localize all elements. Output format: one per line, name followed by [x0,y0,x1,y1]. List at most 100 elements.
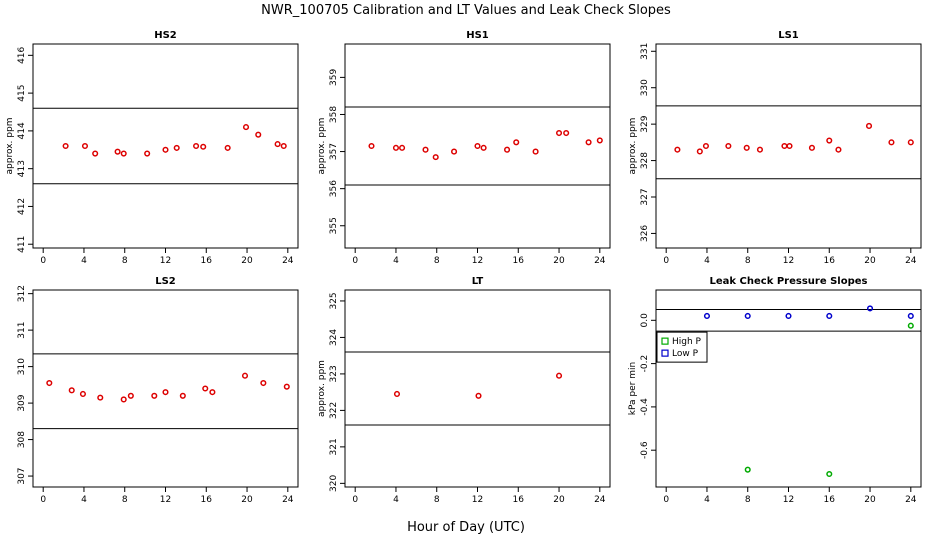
legend-box [656,331,708,363]
x-tick-label: 4 [81,495,87,505]
panel-title: Leak Check Pressure Slopes [710,276,868,287]
data-point [725,142,732,150]
data-point [555,372,563,379]
legend-label: Low P [672,349,699,359]
data-point [81,142,89,150]
data-point [209,389,216,396]
data-point [504,146,511,153]
data-point [399,144,406,151]
data-point [162,146,169,153]
data-point [280,142,287,150]
y-tick-label: 355 [329,217,339,234]
figure-title: NWR_100705 Calibration and LT Values and… [261,3,671,18]
data-point [756,146,764,153]
x-tick-label: 16 [201,256,213,266]
data-point [744,312,751,320]
data-point [781,142,788,150]
panel-title: LT [472,276,484,287]
data-point [79,390,86,398]
y-axis-label: approx. ppm [317,118,327,175]
x-tick-label: 16 [513,495,525,505]
legend-label: High P [672,337,702,347]
x-tick-label: 12 [472,256,483,266]
y-tick-label: 357 [329,143,339,160]
data-point [224,144,231,151]
x-tick-label: 16 [201,495,213,505]
data-point [474,142,481,150]
data-point [865,122,873,130]
x-tick-label: 24 [594,495,606,505]
data-point [193,142,200,150]
x-tick-label: 0 [663,256,669,266]
data-point [255,131,262,138]
y-tick-label: 356 [329,180,339,197]
data-point [563,129,570,137]
x-tick-label: 12 [160,256,171,266]
data-point [835,146,842,153]
y-axis-label: approx. ppm [5,118,15,175]
y-tick-label: 328 [640,152,650,169]
y-tick-label: 308 [17,431,27,448]
data-point [114,148,121,155]
y-tick-label: 321 [329,438,339,455]
data-point [907,322,914,329]
data-point [393,390,401,398]
y-tick-label: -0.4 [640,398,650,416]
x-tick-label: 8 [122,256,128,266]
data-point [260,379,267,387]
data-point [368,142,375,150]
y-tick-label: 331 [640,43,650,60]
x-tick-label: 12 [472,495,483,505]
data-point [127,392,134,399]
y-tick-label: 309 [17,394,27,411]
y-tick-label: 0.0 [640,313,650,328]
data-point [173,144,180,151]
y-axis-label: approx. ppm [628,118,638,175]
y-tick-label: 327 [640,188,650,205]
data-point [241,372,249,379]
x-tick-label: 0 [352,495,358,505]
y-tick-label: 311 [17,322,27,339]
x-tick-label: 8 [434,495,440,505]
data-point [162,389,169,396]
data-point [532,148,539,155]
data-point [120,396,127,403]
x-tick-label: 24 [594,256,606,266]
y-tick-label: 310 [17,358,27,375]
y-tick-label: 412 [17,198,27,215]
data-point [120,150,127,157]
x-tick-label: 12 [160,495,171,505]
y-tick-label: 359 [329,69,339,86]
x-tick-label: 16 [513,256,525,266]
y-tick-label: 413 [17,160,27,177]
x-tick-label: 8 [434,256,440,266]
y-tick-label: 307 [17,467,27,484]
y-tick-label: 415 [17,85,27,102]
y-tick-label: 325 [329,292,339,309]
data-point [808,144,815,151]
data-point [513,139,520,146]
data-point [475,392,482,399]
x-tick-label: 4 [81,256,87,266]
x-tick-label: 20 [553,256,565,266]
legend: High P Low P [656,331,708,363]
x-tick-label: 20 [241,495,253,505]
plot-frame [32,43,299,249]
panel-title: LS1 [778,30,799,41]
x-tick-label: 8 [745,256,751,266]
x-tick-label: 20 [553,495,565,505]
y-tick-label: 329 [640,115,650,132]
x-tick-label: 12 [783,256,794,266]
chart-panel-2: LS1 0 4 8 12 16 20 24 326 327 328 329 330 331 approx. … [628,30,922,266]
data-point [826,137,833,144]
y-tick-label: 324 [329,329,339,346]
x-tick-label: 4 [393,495,399,505]
panel-title: HS1 [466,30,489,41]
x-tick-label: 0 [40,495,46,505]
chart-panel-4: LT 0 4 8 12 16 20 24 320 321 322 323 324 325 approx. p… [317,276,611,505]
y-tick-label: 323 [329,365,339,382]
data-point [97,394,104,401]
plot-frame [655,289,922,488]
data-point [696,148,703,155]
